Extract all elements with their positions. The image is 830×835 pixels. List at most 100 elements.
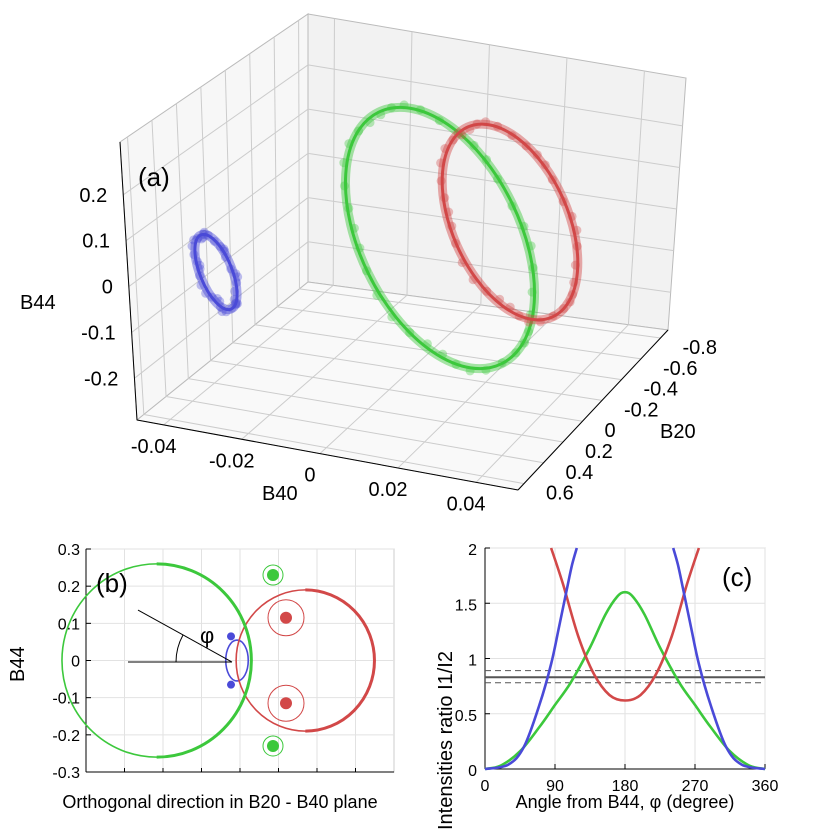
panel-a-x-gridline-left	[224, 70, 234, 343]
panel-a-y-axis-line	[136, 419, 519, 491]
panel-a-y-tick-label: -0.02	[209, 450, 255, 472]
panel-a-ring-green-point	[344, 203, 354, 213]
panel-a-ring-green-point	[435, 116, 444, 126]
panel-a-tick-labels: 0.20.10-0.1-0.2-0.04-0.0200.020.04-0.8-0…	[79, 185, 717, 515]
panel-a-y-gridline	[397, 314, 555, 469]
panel-a-label: (a)	[138, 162, 170, 192]
panel-a-x-tick-label: 0	[605, 420, 616, 442]
panel-a-ring-green-point	[528, 263, 538, 273]
panel-a-y-tick-label: 0.02	[369, 479, 408, 501]
panel-a-ring-green-point	[376, 110, 386, 120]
panel-a-ring-green-point	[519, 221, 529, 231]
panel-a-ring-blue-point	[233, 272, 243, 282]
panel-a-ring-red-point	[559, 304, 569, 313]
panel-a-ring-red-point	[493, 121, 502, 131]
panel-a-ring-green-point	[507, 201, 517, 211]
panel-a-xlabel: B20	[660, 421, 696, 443]
panel-a-ring-red-point	[505, 302, 515, 312]
panel-c-y-tick-label: 0.5	[455, 708, 477, 725]
panel-c-reference-lines	[485, 670, 765, 684]
panel-a-x-tick-label: 0.6	[546, 483, 574, 505]
panel-c-label: (c)	[722, 562, 752, 592]
panel-a-ring-red-point	[457, 258, 467, 268]
panel-a-ring-blue-point	[227, 303, 237, 313]
panel-a-ring-blue-point	[203, 230, 213, 240]
panel-a-ring-red-point	[495, 294, 505, 304]
panel-a-z-gridline	[125, 108, 309, 242]
panel-a-y-gridline-back	[480, 44, 490, 306]
panel-a-y-tick-label: 0.04	[447, 493, 486, 515]
panel-b-circles	[61, 562, 377, 759]
panel-b-marker-ring-red	[267, 599, 305, 637]
panel-a-ring-red-point	[481, 117, 491, 127]
panel-a-ring-green-point	[387, 312, 397, 322]
panel-c-curve-green	[484, 590, 766, 771]
panel-a-z-tick-label: 0.1	[82, 231, 110, 253]
panel-a-ring-red-point	[535, 317, 545, 327]
panel-a-ring-blue-point	[216, 302, 225, 312]
panel-a-ring-red-point	[448, 135, 458, 145]
panel-a-ring-blue-point	[226, 264, 236, 274]
panel-a-x-tick-label: -0.2	[624, 399, 658, 421]
panel-a-y-gridline	[163, 284, 334, 426]
panel-a-ring-green-point	[469, 140, 479, 150]
panel-a-rings	[187, 100, 583, 376]
panel-a-ring-blue-point	[193, 233, 203, 243]
panel-a-y-gridline-back	[554, 57, 568, 315]
panel-a-ring-green-point	[365, 118, 375, 128]
panel-a-ring-blue-point	[187, 241, 197, 251]
panel-a: 0.20.10-0.1-0.2-0.04-0.0200.020.04-0.8-0…	[20, 13, 717, 515]
panel-a-z-axis-line	[119, 141, 138, 421]
panel-b-arc-green	[156, 562, 253, 759]
panel-a-ring-red-point	[465, 125, 475, 135]
panel-a-ring-blue-point	[217, 307, 227, 317]
panel-a-ring-blue-point	[198, 229, 208, 239]
panel-a-z-gridline-back	[307, 152, 677, 210]
panel-a-x-tick-label: -0.8	[683, 337, 717, 359]
panel-a-ring-red-point	[548, 311, 558, 321]
panel-b-marker-red	[280, 611, 292, 624]
panel-a-ring-green-point	[524, 327, 534, 336]
panel-a-ring-blue-point	[219, 244, 229, 254]
panel-c-ylabel: Intensities ratio I1/I2	[435, 651, 457, 830]
panel-a-ring-red-point	[532, 150, 542, 160]
panel-b-phi-arc	[175, 634, 184, 663]
panel-a-ring-green-core	[343, 105, 537, 371]
panel-b-phi-ray-line	[137, 609, 233, 663]
panel-a-x-gridline-left	[127, 136, 145, 415]
panel-a-x-tick-label: -0.6	[663, 358, 697, 380]
panel-c-x-tick-label: 90	[546, 778, 564, 795]
panel-a-ring-red-point	[524, 317, 534, 327]
panel-a-x-gridline	[299, 288, 661, 339]
panel-b-phi-symbol: φ	[200, 623, 214, 648]
panel-a-ring-green-point	[422, 339, 432, 349]
panel-c: 2 1.5 1 0.5 00 90 180 270 360 (c) Intensities ra…	[435, 542, 778, 830]
panel-a-ring-red-point	[567, 211, 577, 221]
panel-a-ring-red-point	[444, 207, 454, 217]
panel-a-ring-blue-point	[195, 264, 205, 274]
panel-a-ring-red-point	[507, 131, 517, 141]
panel-a-z-gridline	[134, 241, 309, 379]
panel-a-ring-red-point	[558, 196, 568, 206]
panel-a-ring-red-point	[514, 311, 524, 321]
panel-a-ring-green-point	[339, 181, 349, 191]
panel-a-ring-blue-point	[199, 227, 209, 237]
panel-a-ring-green-point	[481, 365, 491, 375]
panel-a-y-gridline	[319, 304, 482, 454]
panel-a-ring-red-point	[482, 286, 492, 296]
panel-a-ring-green-point	[362, 266, 371, 276]
panel-a-ring-green-point	[387, 103, 396, 113]
panel-a-ring-green-point	[451, 359, 461, 369]
panel-a-ring-red-point	[540, 160, 550, 170]
panel-a-ring-blue-point	[195, 271, 205, 281]
panel-a-ring-blue-point	[231, 298, 241, 308]
panel-a-x-axis-line	[517, 329, 669, 491]
panel-a-ring-red-point	[436, 176, 446, 186]
panel-a-x-gridline	[232, 342, 603, 401]
panel-a-ring-red-point	[447, 221, 457, 231]
panel-a-ring-red-point	[468, 275, 478, 285]
panel-a-y-gridline-back	[332, 18, 335, 286]
panel-a-z-gridline-back	[307, 64, 683, 127]
panel-c-y-tick-label: 0	[468, 763, 477, 780]
